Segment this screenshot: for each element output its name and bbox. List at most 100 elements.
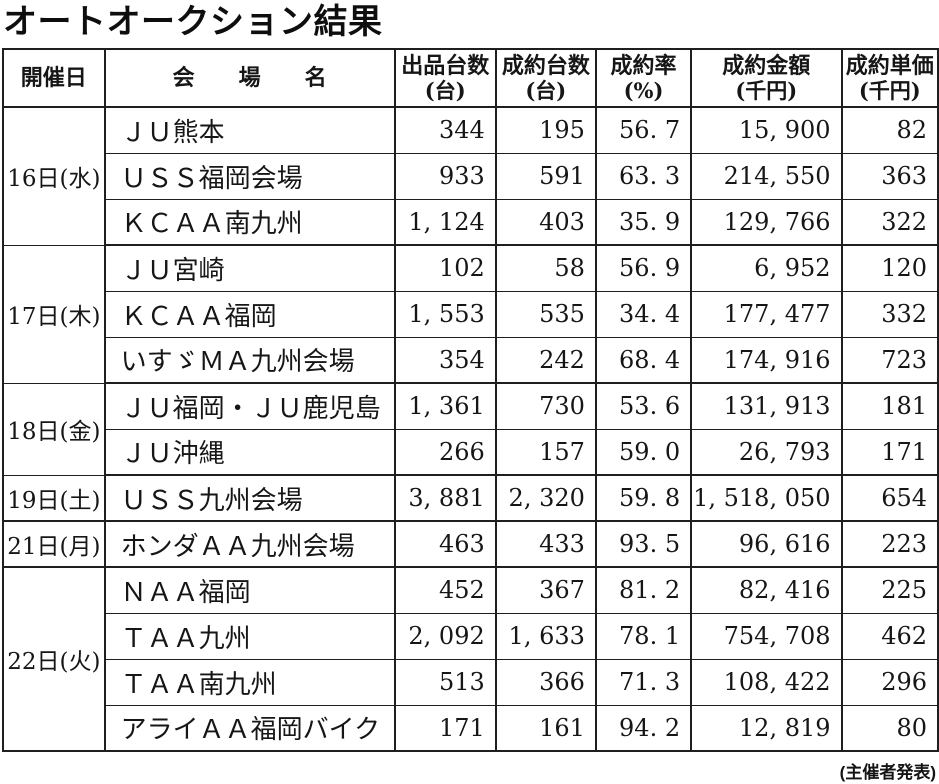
unit-price-cell: 654 bbox=[840, 475, 939, 522]
amount-cell: 15, 900 bbox=[690, 107, 843, 154]
amount-cell: 754, 708 bbox=[690, 613, 843, 660]
rate-cell: 35. 9 bbox=[594, 199, 693, 246]
sold-count-cell: 591 bbox=[494, 153, 597, 200]
listed-count-cell: 354 bbox=[393, 337, 497, 384]
venue-cell: ホンダＡＡ九州会場 bbox=[103, 521, 396, 568]
amount-cell: 1, 518, 050 bbox=[690, 475, 843, 522]
venue-cell: ＴＡＡ九州 bbox=[103, 613, 396, 660]
date-cell: 16日(水) bbox=[2, 107, 106, 246]
table-body: 16日(水) ＪＵ熊本 344 195 56. 7 15, 900 82 ＵＳＳ… bbox=[2, 107, 939, 752]
unit-price-cell: 332 bbox=[840, 291, 939, 338]
unit-price-cell: 181 bbox=[840, 383, 939, 430]
amount-cell: 174, 916 bbox=[690, 337, 843, 384]
listed-count-cell: 1, 361 bbox=[393, 383, 497, 430]
col-header-amount-label: 成約金額 bbox=[722, 52, 811, 79]
table-row: 17日(木) ＪＵ宮崎 102 58 56. 9 6, 952 120 bbox=[2, 245, 939, 384]
table-row: ＫＣＡＡ南九州 1, 124 403 35. 9 129, 766 322 bbox=[3, 199, 939, 246]
unit-price-cell: 223 bbox=[840, 521, 939, 568]
sold-count-cell: 730 bbox=[494, 383, 597, 430]
venue-cell: ＫＣＡＡ南九州 bbox=[103, 199, 396, 246]
sold-count-cell: 161 bbox=[494, 705, 597, 752]
table-row: 19日(土) ＵＳＳ九州会場 3, 881 2, 320 59. 8 1, 51… bbox=[2, 475, 939, 522]
unit-price-cell: 296 bbox=[840, 659, 939, 706]
unit-price-cell: 363 bbox=[840, 153, 939, 200]
listed-count-cell: 933 bbox=[393, 153, 497, 200]
table-row: 22日(火) ＮＡＡ福岡 452 367 81. 2 82, 416 225 bbox=[2, 567, 939, 752]
rate-cell: 56. 9 bbox=[594, 245, 693, 292]
unit-price-cell: 80 bbox=[840, 705, 939, 752]
date-cell: 18日(金) bbox=[2, 383, 106, 476]
listed-count-cell: 266 bbox=[393, 429, 497, 476]
col-header-listed-label: 出品台数 bbox=[401, 52, 490, 79]
listed-count-cell: 344 bbox=[393, 107, 497, 154]
rate-cell: 94. 2 bbox=[594, 705, 693, 752]
amount-cell: 214, 550 bbox=[690, 153, 843, 200]
rate-cell: 68. 4 bbox=[594, 337, 693, 384]
listed-count-cell: 513 bbox=[393, 659, 497, 706]
venue-cell: ＪＵ熊本 bbox=[103, 107, 396, 154]
sold-count-cell: 58 bbox=[494, 245, 597, 292]
rate-cell: 78. 1 bbox=[594, 613, 693, 660]
source-note: (主催者発表) bbox=[839, 763, 936, 782]
table-row: 16日(水) ＪＵ熊本 344 195 56. 7 15, 900 82 bbox=[2, 107, 939, 246]
venue-cell: ＴＡＡ南九州 bbox=[103, 659, 396, 706]
rate-cell: 34. 4 bbox=[594, 291, 693, 338]
sold-count-cell: 535 bbox=[494, 291, 597, 338]
unit-price-cell: 225 bbox=[840, 567, 939, 614]
col-header-listed: 出品台数 (台) bbox=[393, 49, 497, 108]
rate-cell: 56. 7 bbox=[594, 107, 693, 154]
col-header-unit-price: 成約単価 (千円) bbox=[840, 49, 939, 108]
date-cell: 21日(月) bbox=[2, 521, 106, 568]
table-row: ＴＡＡ南九州 513 366 71. 3 108, 422 296 bbox=[3, 659, 939, 706]
venue-cell: ＪＵ沖縄 bbox=[103, 429, 396, 476]
table-row: 21日(月) ホンダＡＡ九州会場 463 433 93. 5 96, 616 2… bbox=[2, 521, 939, 568]
col-header-amount: 成約金額 (千円) bbox=[690, 49, 843, 108]
rate-cell: 71. 3 bbox=[594, 659, 693, 706]
date-cell: 17日(木) bbox=[2, 245, 106, 384]
table-row: ＵＳＳ福岡会場 933 591 63. 3 214, 550 363 bbox=[3, 153, 939, 200]
header-row: 開催日 会 場 名 出品台数 (台) 成約台数 (台) 成約率 (%) 成約金額… bbox=[2, 49, 939, 108]
col-header-amount-unit: (千円) bbox=[735, 77, 798, 103]
listed-count-cell: 2, 092 bbox=[393, 613, 497, 660]
table-header: 開催日 会 場 名 出品台数 (台) 成約台数 (台) 成約率 (%) 成約金額… bbox=[2, 49, 939, 108]
rate-cell: 63. 3 bbox=[594, 153, 693, 200]
amount-cell: 12, 819 bbox=[690, 705, 843, 752]
auction-results-table: 開催日 会 場 名 出品台数 (台) 成約台数 (台) 成約率 (%) 成約金額… bbox=[2, 48, 939, 752]
amount-cell: 26, 793 bbox=[690, 429, 843, 476]
amount-cell: 6, 952 bbox=[690, 245, 843, 292]
unit-price-cell: 462 bbox=[840, 613, 939, 660]
amount-cell: 129, 766 bbox=[690, 199, 843, 246]
listed-count-cell: 171 bbox=[393, 705, 497, 752]
rate-cell: 59. 8 bbox=[594, 475, 693, 522]
unit-price-cell: 723 bbox=[840, 337, 939, 384]
table-row: ＪＵ沖縄 266 157 59. 0 26, 793 171 bbox=[3, 429, 939, 476]
amount-cell: 131, 913 bbox=[690, 383, 843, 430]
page-title: オートオークション結果 bbox=[3, 3, 383, 41]
col-header-unit-price-unit: (千円) bbox=[858, 77, 921, 103]
unit-price-cell: 171 bbox=[840, 429, 939, 476]
venue-cell: ＮＡＡ福岡 bbox=[103, 567, 396, 614]
unit-price-cell: 82 bbox=[840, 107, 939, 154]
venue-cell: アライＡＡ福岡バイク bbox=[103, 705, 396, 752]
venue-cell: ＵＳＳ九州会場 bbox=[103, 475, 396, 522]
col-header-rate-label: 成約率 bbox=[610, 52, 677, 79]
sold-count-cell: 157 bbox=[494, 429, 597, 476]
venue-cell: ＫＣＡＡ福岡 bbox=[103, 291, 396, 338]
listed-count-cell: 463 bbox=[393, 521, 497, 568]
sold-count-cell: 403 bbox=[494, 199, 597, 246]
venue-cell: ＪＵ宮崎 bbox=[103, 245, 396, 292]
col-header-listed-unit: (台) bbox=[424, 77, 466, 103]
listed-count-cell: 1, 124 bbox=[393, 199, 497, 246]
amount-cell: 96, 616 bbox=[690, 521, 843, 568]
rate-cell: 81. 2 bbox=[594, 567, 693, 614]
sold-count-cell: 367 bbox=[494, 567, 597, 614]
col-header-rate-unit: (%) bbox=[623, 77, 664, 103]
col-header-sold: 成約台数 (台) bbox=[494, 49, 597, 108]
table-row: 18日(金) ＪＵ福岡・ＪＵ鹿児島 1, 361 730 53. 6 131, … bbox=[2, 383, 939, 476]
col-header-date: 開催日 bbox=[2, 49, 106, 108]
amount-cell: 108, 422 bbox=[690, 659, 843, 706]
sold-count-cell: 366 bbox=[494, 659, 597, 706]
venue-cell: ＵＳＳ福岡会場 bbox=[103, 153, 396, 200]
sold-count-cell: 1, 633 bbox=[494, 613, 597, 660]
